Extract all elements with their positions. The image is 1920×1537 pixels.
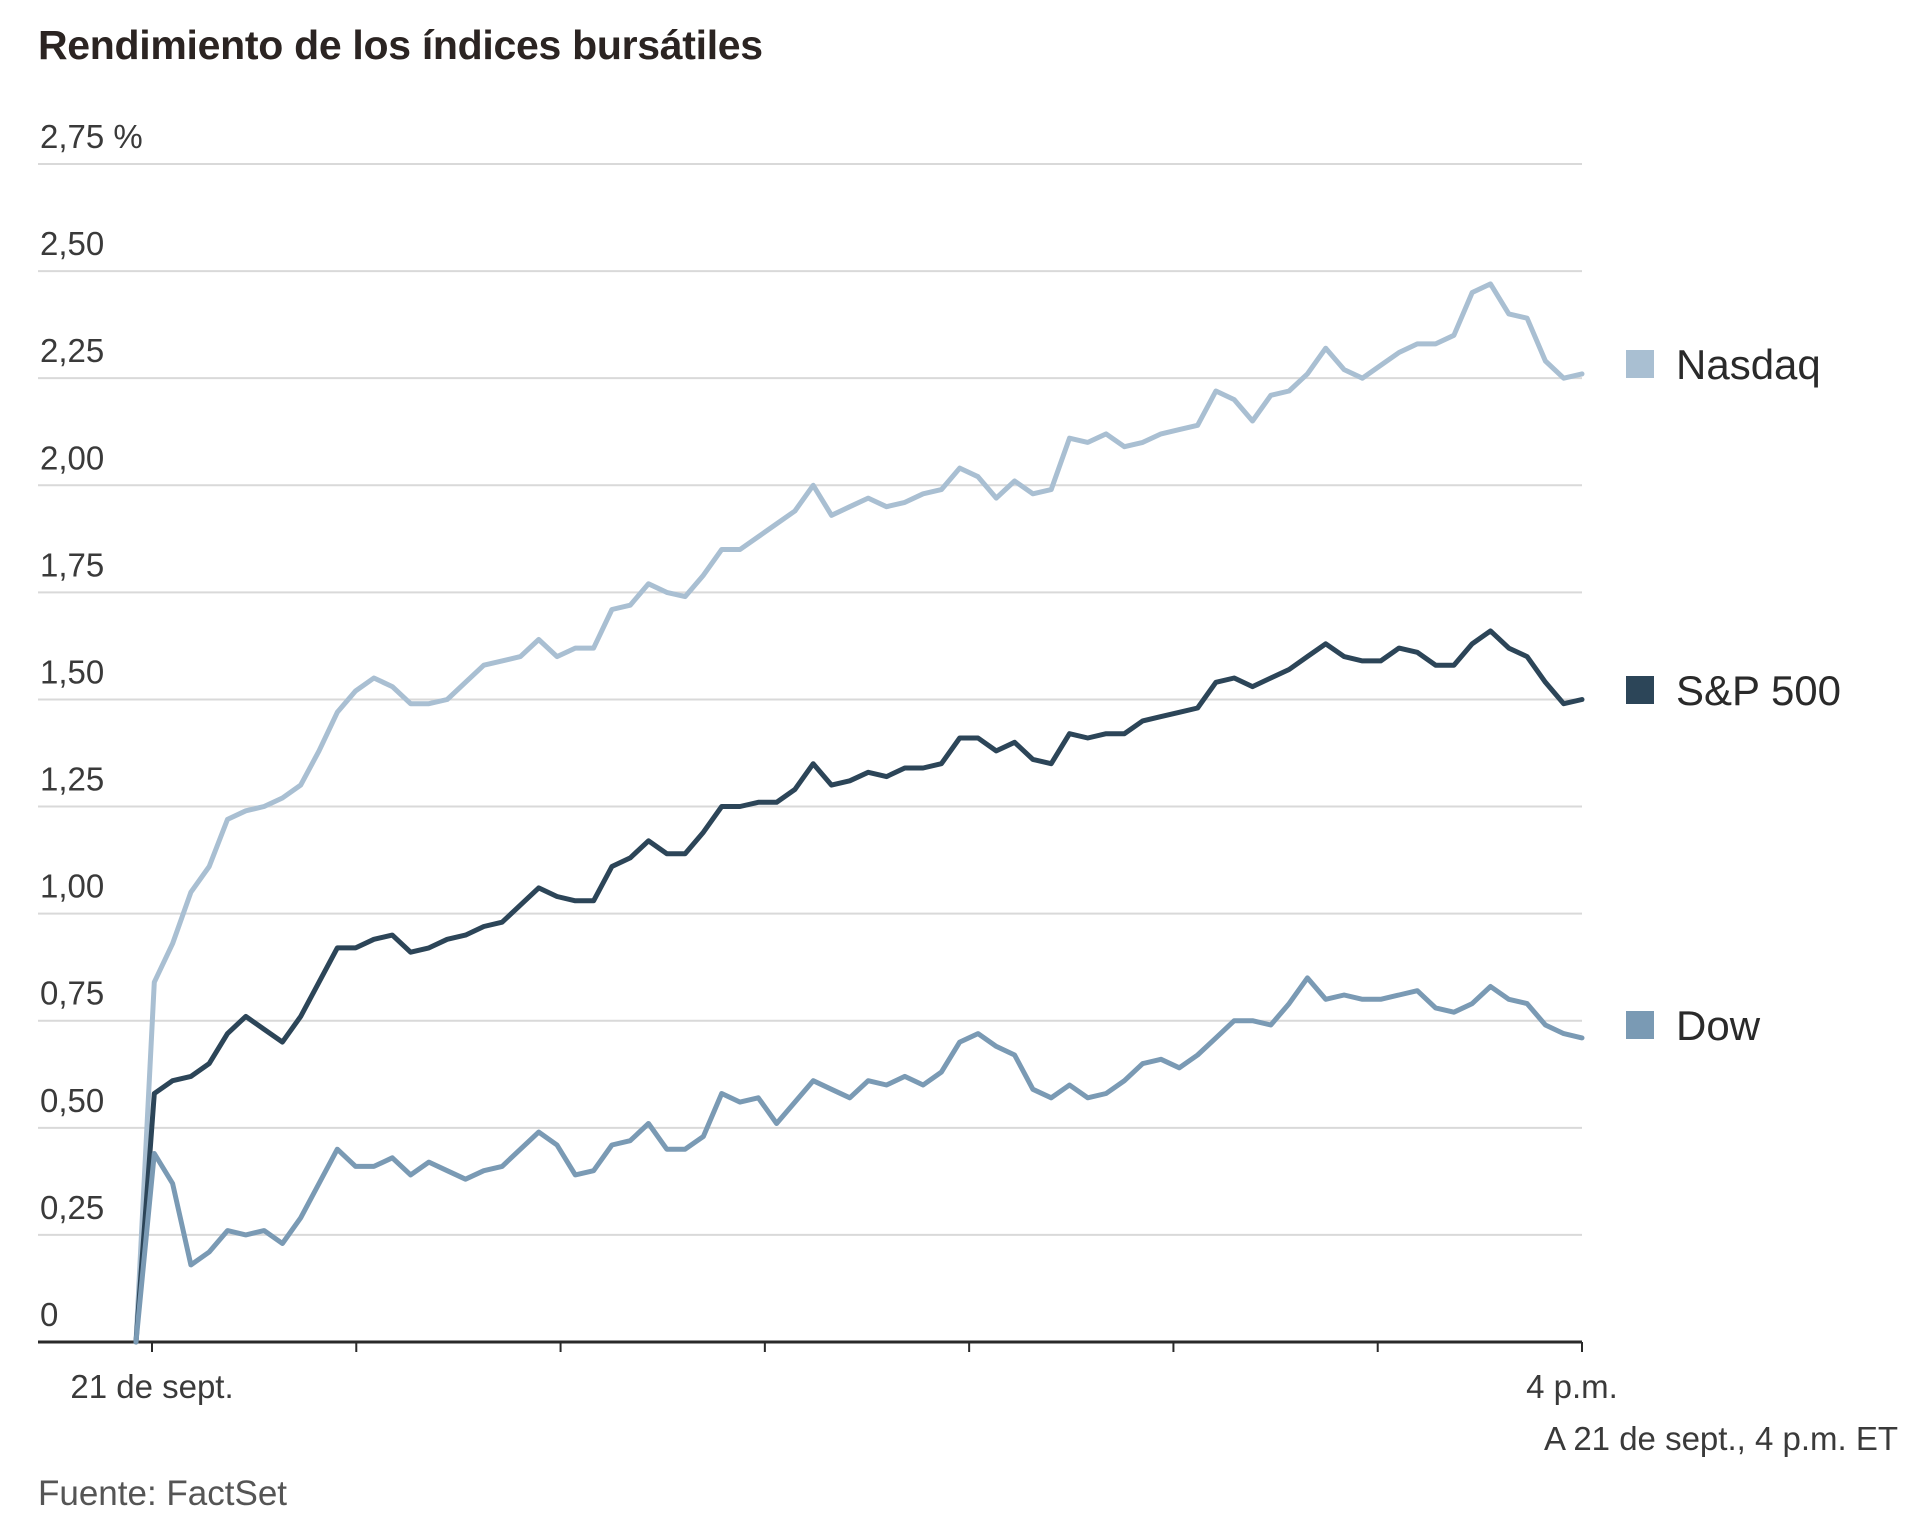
y-tick-label: 1,50 (40, 653, 104, 690)
legend-swatch-s-p-500 (1626, 676, 1654, 704)
legend-swatch-dow (1626, 1011, 1654, 1039)
y-tick-label: 1,25 (40, 761, 104, 798)
y-tick-label: 1,75 (40, 546, 104, 583)
y-tick-label: 0,50 (40, 1082, 104, 1119)
source-note: Fuente: FactSet (38, 1474, 288, 1513)
legend-label-nasdaq: Nasdaq (1676, 341, 1821, 388)
series-line-dow (133, 975, 1585, 1345)
x-tick-label-end: 4 p.m. (1526, 1368, 1618, 1405)
y-tick-label: 2,75 % (40, 118, 143, 155)
legend: Nasdaq S&P 500 Dow (1626, 341, 1841, 1049)
y-tick-label: 0,75 (40, 975, 104, 1012)
chart-title: Rendimiento de los índices bursátiles (38, 22, 763, 68)
legend-label-s-p-500: S&P 500 (1676, 667, 1841, 714)
legend-swatch-nasdaq (1626, 350, 1654, 378)
y-tick-label: 2,00 (40, 439, 104, 476)
legend-label-dow: Dow (1676, 1002, 1761, 1049)
y-tick-label: 1,00 (40, 868, 104, 905)
gridlines (38, 163, 1582, 1236)
y-axis-tick-labels: 0 0,25 0,50 0,75 1,00 1,25 1,50 1,75 2,00 2,25 2,5… (40, 118, 143, 1333)
x-tick-label-start: 21 de sept. (70, 1368, 233, 1405)
y-tick-label: 2,50 (40, 225, 104, 262)
as-of-note: A 21 de sept., 4 p.m. ET (1543, 1420, 1898, 1457)
series-line-s-p-500 (133, 628, 1585, 1345)
y-tick-label: 0,25 (40, 1189, 104, 1226)
y-tick-label: 2,25 (40, 332, 104, 369)
series-line-nasdaq (133, 281, 1585, 1345)
x-axis: 21 de sept. 4 p.m. (38, 1340, 1618, 1405)
series-lines (133, 281, 1585, 1345)
y-tick-label: 0 (40, 1296, 58, 1333)
